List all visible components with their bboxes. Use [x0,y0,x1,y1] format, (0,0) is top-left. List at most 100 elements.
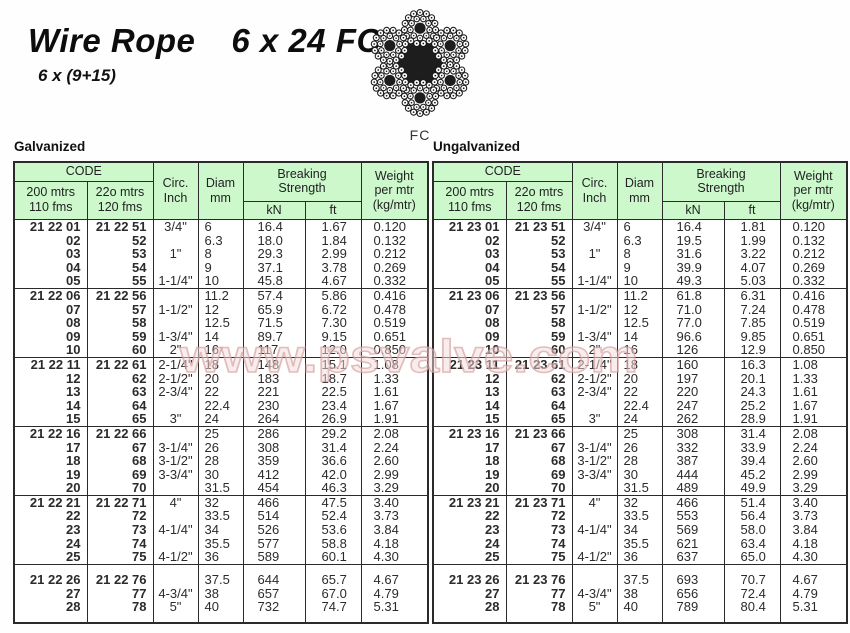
cell-line: 18 [623,356,638,372]
cell-kn: 693 656 789 [661,563,725,624]
cell-ft: 5.86 6.72 7.30 9.15 12.0 [304,287,362,358]
cell-line: 2.99 [792,466,818,482]
cell-circ: 3-1/4" 3-1/2" 3-3/4" [571,425,618,496]
cell-ft: 51.4 56.4 58.0 63.4 65.0 [723,494,781,565]
cell-line: 9.15 [321,328,347,344]
cell-line: 6 [623,219,631,234]
cell-line: 96.6 [676,328,702,344]
cell-line: 10 [204,273,219,289]
cell-line: 47.5 [321,494,347,510]
cell-line: 31.5 [623,480,649,496]
cell-diam: 37.5 38 40 [616,563,663,624]
cell-line: 12.9 [740,342,766,358]
cell-line: 387 [676,453,699,469]
cell-line: 221 [257,384,280,400]
cell-circ: 3/4" 1" 1-1/4" [152,219,199,289]
cell-line: 6 [204,219,212,234]
cell-line: 14 [204,328,219,344]
cell-line: 2.99 [321,246,347,262]
cell-line: 68 [551,453,566,469]
cell-code2: 21 22 51 52 53 54 55 [86,219,154,289]
cell-diam: 32 33.5 34 35.5 36 [197,494,244,565]
cell-line: 16 [204,342,219,358]
cell-line: 4-1/4" [158,522,193,538]
cell-line: 69 [551,466,566,482]
cell-line: 57 [551,301,566,317]
cell-line: 51.4 [740,494,766,510]
cell-wt: 2.08 2.24 2.60 2.99 3.29 [360,425,429,496]
cell-line: 32 [623,494,638,510]
cell-line: 0.478 [373,301,407,317]
cell-line: 1.33 [792,370,818,386]
cell-line: 3/4" [164,219,187,234]
cell-line: 71.5 [257,315,283,331]
cell-ft: 15.1 18.7 22.5 23.4 26.9 [304,356,362,427]
cell-line: 39.9 [676,259,702,275]
cell-line: 12 [485,370,500,386]
galvanized-table: CODE Circ. Inch Diam mm Breaking Strengt… [13,161,429,625]
cell-line: 20.1 [740,370,766,386]
cell-circ: 4" 4-1/4" 4-1/2" [571,494,618,565]
cell-code2: 21 22 61 62 63 64 65 [86,356,154,427]
cell-line: 1-3/4" [158,328,193,344]
cell-line: 27 [66,585,81,601]
cell-wt: 2.08 2.24 2.60 2.99 3.29 [779,425,848,496]
cell-line: 9.85 [740,328,766,344]
cell-line: 2-3/4" [158,384,193,400]
cell-line: 65 [132,411,147,427]
cell-line: 67.0 [321,585,347,601]
cell-line: 09 [485,328,500,344]
cell-line: 1.08 [373,356,399,372]
cell-wt: 3.40 3.73 3.84 4.18 4.30 [360,494,429,565]
rope-core-label: FC [409,127,431,143]
cell-line: 308 [676,425,699,441]
cell-line: 64 [551,397,566,413]
cell-line: 16.4 [257,219,283,234]
cell-code1: 21 23 06 07 08 09 10 [432,287,507,358]
cell-line: 22.4 [204,397,230,413]
cell-line: 60 [132,342,147,358]
cell-line: 2.24 [792,439,818,455]
cell-ft: 70.7 72.4 80.4 [723,563,781,624]
cell-line: 22 [66,508,81,524]
cell-line: 1-3/4" [577,328,612,344]
cell-line: 61.8 [676,287,702,303]
cell-line: 569 [676,522,699,538]
cell-line: 308 [257,439,280,455]
cell-line: 18 [66,453,81,469]
cell-circ: 4-3/4" 5" [152,563,199,624]
cell-line: 65.7 [321,572,347,588]
cell-line: 5" [588,599,601,615]
cell-line: 1.67 [321,219,347,234]
cell-line: 3.22 [740,246,766,262]
cell-line: 3.40 [792,494,818,510]
cell-line: 24 [66,535,81,551]
cell-line: 0.850 [373,342,407,358]
cell-code1: 21 22 21 22 23 24 25 [13,494,88,565]
cell-kn: 16.4 18.0 29.3 37.1 45.8 [242,219,306,289]
cell-kn: 286 308 359 412 454 [242,425,306,496]
cell-wt: 0.416 0.478 0.519 0.651 0.850 [360,287,429,358]
cell-line: 77.0 [676,315,702,331]
cell-line: 2-1/2" [158,370,193,386]
cell-line: 21 22 76 [95,572,147,588]
cell-line: 5.86 [321,287,347,303]
header-220-mtrs: 22o mtrs 120 fms [505,180,573,220]
cell-line: 3-1/4" [577,439,612,455]
cell-line: 16 [623,342,638,358]
cell-line: 03 [66,246,81,262]
cell-line: 09 [66,328,81,344]
cell-line: 80.4 [740,599,766,615]
spec-block-row: 21 23 06 07 08 09 10 21 23 56 57 58 59 60 1-1/2" … [432,287,848,358]
cell-line: 589 [257,549,280,565]
cell-line: 37.1 [257,259,283,275]
cell-line: 6.3 [204,232,223,248]
cell-diam: 25 26 28 30 31.5 [616,425,663,496]
cell-diam: 6 6.3 8 9 10 [616,219,663,289]
cell-line: 148 [257,356,280,372]
cell-line: 0.269 [792,259,826,275]
cell-line: 12 [66,370,81,386]
cell-line: 54 [132,259,147,275]
cell-line: 18.7 [321,370,347,386]
